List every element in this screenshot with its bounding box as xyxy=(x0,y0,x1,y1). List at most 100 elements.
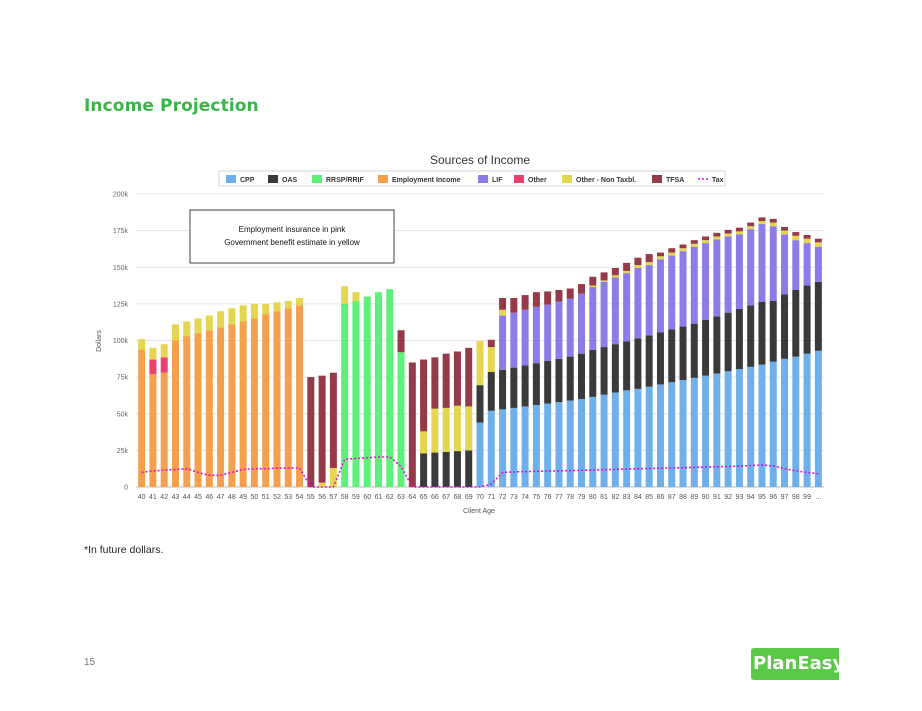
annotation-box: Employment insurance in pink Government … xyxy=(189,209,395,264)
legend-label: OAS xyxy=(282,177,298,184)
bar-segment-other-non-taxbl xyxy=(194,318,202,334)
x-tick-label: 72 xyxy=(499,494,507,501)
bar-segment-oas xyxy=(510,367,518,408)
x-tick-label: 50 xyxy=(251,494,259,501)
bar-segment-other-non-taxbl xyxy=(431,408,439,453)
bar-segment-oas xyxy=(544,361,552,404)
bar-segment-tfsa xyxy=(634,257,642,266)
bar-segment-cpp xyxy=(611,392,619,487)
bar-segment-cpp xyxy=(634,388,642,487)
bar-segment-oas xyxy=(420,453,428,487)
bar-segment-oas xyxy=(589,350,597,397)
bar-segment-oas xyxy=(634,338,642,389)
bar-segment-other-non-taxbl xyxy=(656,256,664,260)
bar-segment-lif xyxy=(713,239,721,317)
legend-item[interactable]: OAS xyxy=(268,175,298,184)
x-tick-label: 59 xyxy=(352,494,360,501)
bar-segment-tfsa xyxy=(465,347,473,407)
y-tick-label: 50k xyxy=(117,411,129,418)
x-tick-label: 48 xyxy=(228,494,236,501)
legend-label: CPP xyxy=(240,177,255,184)
bar-segment-cpp xyxy=(566,400,574,487)
bar-segment-lif xyxy=(510,312,518,368)
bar-segment-lif xyxy=(634,267,642,339)
bar-segment-employment-income xyxy=(171,340,179,487)
x-tick-label: 52 xyxy=(273,494,281,501)
legend-swatch xyxy=(378,175,388,183)
legend-item[interactable]: RRSP/RRIF xyxy=(312,175,364,184)
bar-segment-other-non-taxbl xyxy=(138,339,146,350)
bar-segment-lif xyxy=(803,243,811,286)
bar-segment-rrsp-rrif xyxy=(363,296,371,487)
bar-segment-employment-income xyxy=(250,318,258,487)
planeasy-logo: PlanEasy xyxy=(751,648,844,680)
x-tick-label: 68 xyxy=(454,494,462,501)
bar-segment-employment-income xyxy=(228,324,236,487)
bar-segment-oas xyxy=(769,300,777,362)
bar-segment-tfsa xyxy=(600,272,608,281)
legend-item[interactable]: CPP xyxy=(226,175,255,184)
bar-segment-other-non-taxbl xyxy=(341,286,349,304)
x-tick-label: 46 xyxy=(205,494,213,501)
legend-item[interactable]: TFSA xyxy=(652,175,684,184)
bar-segment-oas xyxy=(645,335,653,387)
bar-segment-cpp xyxy=(713,373,721,487)
x-tick-label: 47 xyxy=(217,494,225,501)
bar-segment-other-non-taxbl xyxy=(713,236,721,240)
bar-segment-other-non-taxbl xyxy=(781,230,789,235)
bar-segment-oas xyxy=(476,385,484,423)
bar-segment-tfsa xyxy=(645,254,653,263)
bar-segment-other-non-taxbl xyxy=(420,431,428,454)
chart-legend: CPP OAS RRSP/RRIF Employment Income LIF Other… xyxy=(218,170,726,187)
bar-segment-cpp xyxy=(724,371,732,487)
bar-segment-cpp xyxy=(476,422,484,487)
bar-segment-tfsa xyxy=(420,359,428,432)
bar-segment-cpp xyxy=(555,402,563,487)
legend-item[interactable]: Other xyxy=(514,175,547,184)
x-tick-label: 51 xyxy=(262,494,270,501)
bar-segment-tfsa xyxy=(510,298,518,313)
bar-segment-other-non-taxbl xyxy=(814,242,822,247)
legend-item[interactable]: LIF xyxy=(478,175,503,184)
legend-item[interactable]: Tax xyxy=(698,177,724,184)
bar-segment-lif xyxy=(578,293,586,354)
bar-segment-other-non-taxbl xyxy=(476,341,484,386)
x-tick-label: 58 xyxy=(341,494,349,501)
x-tick-label: 84 xyxy=(634,494,642,501)
bar-segment-cpp xyxy=(679,380,687,487)
bar-segment-cpp xyxy=(668,382,676,487)
bar-segment-oas xyxy=(758,301,766,365)
bar-segment-cpp xyxy=(578,399,586,487)
bar-segment-tfsa xyxy=(408,362,416,487)
bar-segment-other-non-taxbl xyxy=(239,305,247,322)
bar-segment-lif xyxy=(645,265,653,336)
legend-item[interactable]: Other - Non Taxbl. xyxy=(562,175,636,184)
bar-segment-other-non-taxbl xyxy=(442,407,450,452)
bar-segment-tfsa xyxy=(611,267,619,276)
x-tick-label: 91 xyxy=(713,494,721,501)
legend-item[interactable]: Employment Income xyxy=(378,175,461,184)
bar-segment-lif xyxy=(702,243,710,320)
bar-segment-tfsa xyxy=(397,330,405,353)
bar-segment-lif xyxy=(532,306,540,364)
bar-segment-tfsa xyxy=(431,357,439,409)
bar-segment-employment-income xyxy=(284,308,292,487)
x-tick-label: 56 xyxy=(318,494,326,501)
bar-segment-employment-income xyxy=(183,336,191,487)
legend-swatch xyxy=(514,175,524,183)
bar-segment-other-non-taxbl xyxy=(487,347,495,372)
x-tick-label: 53 xyxy=(284,494,292,501)
bar-segment-oas xyxy=(792,289,800,357)
bar-segment-cpp xyxy=(589,396,597,487)
bar-segment-lif xyxy=(679,251,687,327)
bar-segment-cpp xyxy=(656,384,664,487)
bar-segment-oas xyxy=(735,309,743,370)
legend-swatch xyxy=(268,175,278,183)
bar-segment-lif xyxy=(724,236,732,313)
legend-label: Other - Non Taxbl. xyxy=(576,177,636,184)
bar-segment-tfsa xyxy=(318,375,326,483)
bar-segment-tfsa xyxy=(578,284,586,294)
bar-segment-oas xyxy=(814,281,822,351)
bar-segment-lif xyxy=(758,224,766,302)
bar-segment-other-non-taxbl xyxy=(690,243,698,247)
